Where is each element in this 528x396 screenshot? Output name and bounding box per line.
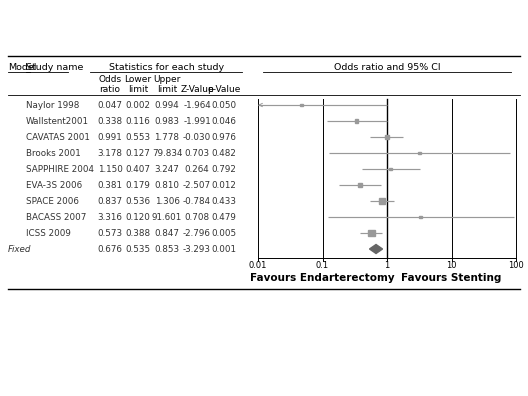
Text: limit: limit bbox=[128, 86, 148, 95]
Bar bbox=[419, 216, 422, 218]
Text: -1.964: -1.964 bbox=[183, 101, 211, 110]
Text: 79.834: 79.834 bbox=[152, 148, 182, 158]
Text: 0.994: 0.994 bbox=[155, 101, 180, 110]
Text: -0.030: -0.030 bbox=[183, 133, 211, 141]
Text: 0.482: 0.482 bbox=[212, 148, 237, 158]
Text: Favours Stenting: Favours Stenting bbox=[401, 273, 502, 283]
Text: 0.127: 0.127 bbox=[126, 148, 150, 158]
Text: 0.983: 0.983 bbox=[155, 116, 180, 126]
Text: 0.676: 0.676 bbox=[98, 244, 122, 253]
Text: 0.1: 0.1 bbox=[316, 261, 329, 270]
Bar bbox=[358, 183, 362, 187]
Text: 0.381: 0.381 bbox=[98, 181, 122, 190]
Text: -1.991: -1.991 bbox=[183, 116, 211, 126]
Text: Odds ratio and 95% CI: Odds ratio and 95% CI bbox=[334, 63, 440, 72]
Text: Favours Endarterectomy: Favours Endarterectomy bbox=[250, 273, 395, 283]
Bar bbox=[355, 120, 358, 122]
Polygon shape bbox=[370, 244, 383, 253]
Text: 0.002: 0.002 bbox=[126, 101, 150, 110]
Bar bbox=[368, 230, 375, 236]
Text: 3.247: 3.247 bbox=[155, 164, 180, 173]
Text: 0.120: 0.120 bbox=[126, 213, 150, 221]
Text: 0.047: 0.047 bbox=[98, 101, 122, 110]
Text: 1.150: 1.150 bbox=[98, 164, 122, 173]
Text: Model: Model bbox=[8, 63, 36, 72]
Bar bbox=[390, 168, 392, 170]
Text: 3.316: 3.316 bbox=[98, 213, 122, 221]
Text: 0.116: 0.116 bbox=[126, 116, 150, 126]
Text: 0.012: 0.012 bbox=[212, 181, 237, 190]
Text: BACASS 2007: BACASS 2007 bbox=[26, 213, 87, 221]
Text: -2.507: -2.507 bbox=[183, 181, 211, 190]
Text: p-Value: p-Value bbox=[208, 86, 241, 95]
Text: CAVATAS 2001: CAVATAS 2001 bbox=[26, 133, 90, 141]
Text: 0.050: 0.050 bbox=[211, 101, 237, 110]
Text: 0.535: 0.535 bbox=[126, 244, 150, 253]
Bar bbox=[418, 152, 420, 154]
Text: 1: 1 bbox=[384, 261, 390, 270]
Text: Study name: Study name bbox=[26, 63, 83, 72]
Text: 0.703: 0.703 bbox=[184, 148, 210, 158]
Text: 0.338: 0.338 bbox=[98, 116, 122, 126]
Text: Lower: Lower bbox=[125, 76, 152, 84]
Text: 0.179: 0.179 bbox=[126, 181, 150, 190]
Bar bbox=[300, 104, 303, 106]
Text: SAPPHIRE 2004: SAPPHIRE 2004 bbox=[26, 164, 94, 173]
Text: 0.005: 0.005 bbox=[211, 228, 237, 238]
Text: -0.784: -0.784 bbox=[183, 196, 211, 206]
Text: 0.001: 0.001 bbox=[212, 244, 237, 253]
Text: -3.293: -3.293 bbox=[183, 244, 211, 253]
Text: Naylor 1998: Naylor 1998 bbox=[26, 101, 79, 110]
Bar bbox=[380, 198, 384, 204]
Text: 0.479: 0.479 bbox=[212, 213, 237, 221]
Text: limit: limit bbox=[157, 86, 177, 95]
Text: 0.837: 0.837 bbox=[98, 196, 122, 206]
Text: 0.01: 0.01 bbox=[249, 261, 267, 270]
Text: ICSS 2009: ICSS 2009 bbox=[26, 228, 71, 238]
Text: 0.708: 0.708 bbox=[184, 213, 210, 221]
Text: 0.991: 0.991 bbox=[98, 133, 122, 141]
Text: 0.810: 0.810 bbox=[155, 181, 180, 190]
Text: SPACE 2006: SPACE 2006 bbox=[26, 196, 79, 206]
Text: Z-Value: Z-Value bbox=[180, 86, 214, 95]
Text: Wallstent2001: Wallstent2001 bbox=[26, 116, 89, 126]
Text: 3.178: 3.178 bbox=[98, 148, 122, 158]
Text: 0.264: 0.264 bbox=[185, 164, 210, 173]
Text: 91.601: 91.601 bbox=[152, 213, 182, 221]
Text: 0.573: 0.573 bbox=[98, 228, 122, 238]
Text: 100: 100 bbox=[508, 261, 524, 270]
Text: Odds: Odds bbox=[98, 76, 121, 84]
Text: 0.388: 0.388 bbox=[126, 228, 150, 238]
Text: 0.976: 0.976 bbox=[212, 133, 237, 141]
Text: 0.792: 0.792 bbox=[212, 164, 237, 173]
Bar bbox=[384, 135, 389, 139]
Text: ratio: ratio bbox=[99, 86, 120, 95]
Text: 10: 10 bbox=[446, 261, 457, 270]
Text: Upper: Upper bbox=[153, 76, 181, 84]
Text: 0.553: 0.553 bbox=[126, 133, 150, 141]
Text: -2.796: -2.796 bbox=[183, 228, 211, 238]
Text: Statistics for each study: Statistics for each study bbox=[109, 63, 224, 72]
Text: EVA-3S 2006: EVA-3S 2006 bbox=[26, 181, 82, 190]
Text: 0.046: 0.046 bbox=[212, 116, 237, 126]
Text: Fixed: Fixed bbox=[8, 244, 31, 253]
Text: 0.433: 0.433 bbox=[212, 196, 237, 206]
Text: 1.306: 1.306 bbox=[155, 196, 180, 206]
Text: 0.847: 0.847 bbox=[155, 228, 180, 238]
Text: Brooks 2001: Brooks 2001 bbox=[26, 148, 81, 158]
Text: 1.778: 1.778 bbox=[155, 133, 180, 141]
Text: 0.853: 0.853 bbox=[154, 244, 180, 253]
Text: 0.407: 0.407 bbox=[126, 164, 150, 173]
Text: 0.536: 0.536 bbox=[126, 196, 150, 206]
